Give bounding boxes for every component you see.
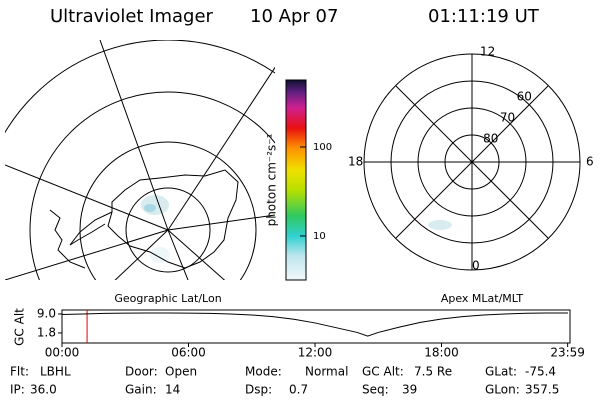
- x-tick-label: 23:59: [550, 346, 585, 360]
- latitude-label: 70: [500, 110, 515, 124]
- mlt-label: 18: [348, 155, 363, 169]
- map-label: Apex MLat/MLT: [441, 292, 524, 305]
- info-label: Flt:: [10, 365, 29, 379]
- latitude-ring: [390, 80, 554, 244]
- y-axis-label: GC Alt: [13, 308, 27, 346]
- mlt-label: 12: [480, 45, 495, 59]
- map-label: Geographic Lat/Lon: [114, 292, 221, 305]
- info-label: GLat:: [485, 365, 517, 379]
- info-value: Normal: [305, 365, 348, 379]
- latitude-ring: [444, 134, 500, 190]
- x-tick-label: 18:00: [424, 346, 459, 360]
- info-value: 39: [402, 383, 417, 397]
- title: Ultraviolet Imager: [50, 6, 214, 27]
- x-tick-label: 00:00: [45, 346, 80, 360]
- info-label: GC Alt:: [362, 365, 404, 379]
- plot-frame: [61, 309, 571, 344]
- colorbar-label: photon cm⁻²s⁻¹: [265, 133, 279, 226]
- x-tick-label: 12:00: [298, 346, 333, 360]
- info-label: Door:: [125, 365, 158, 379]
- info-label: Gain:: [125, 383, 157, 397]
- info-value: 36.0: [30, 383, 57, 397]
- y-tick-label: 9.0: [37, 306, 56, 320]
- x-tick-label: 06:00: [171, 346, 206, 360]
- mlt-label: 6: [586, 155, 594, 169]
- info-value: 357.5: [525, 383, 559, 397]
- colorbar-tick-label: 10: [313, 231, 326, 242]
- latitude-label: 80: [483, 131, 498, 145]
- colorbar: [285, 79, 307, 281]
- info-label: Dsp:: [245, 383, 272, 397]
- info-label: Mode:: [245, 365, 282, 379]
- colorbar-tick-label: 100: [313, 142, 332, 153]
- info-value: Open: [165, 365, 197, 379]
- info-label: GLon:: [485, 383, 520, 397]
- info-value: -75.4: [525, 365, 556, 379]
- latitude-ring: [417, 107, 527, 217]
- date: 10 Apr 07: [250, 6, 338, 27]
- time: 01:11:19 UT: [428, 6, 540, 27]
- mlt-label: 0: [472, 259, 480, 273]
- info-label: IP:: [10, 383, 25, 397]
- info-value: 7.5 Re: [414, 365, 452, 379]
- polar-boundary: [363, 53, 581, 271]
- geographic-map: [5, 40, 275, 280]
- y-tick-label: 1.8: [37, 325, 56, 339]
- info-value: 14: [165, 383, 180, 397]
- altitude-line: [61, 312, 568, 337]
- info-label: Seq:: [362, 383, 389, 397]
- info-value: LBHL: [40, 365, 71, 379]
- info-value: 0.7: [289, 383, 308, 397]
- latitude-label: 60: [517, 89, 532, 103]
